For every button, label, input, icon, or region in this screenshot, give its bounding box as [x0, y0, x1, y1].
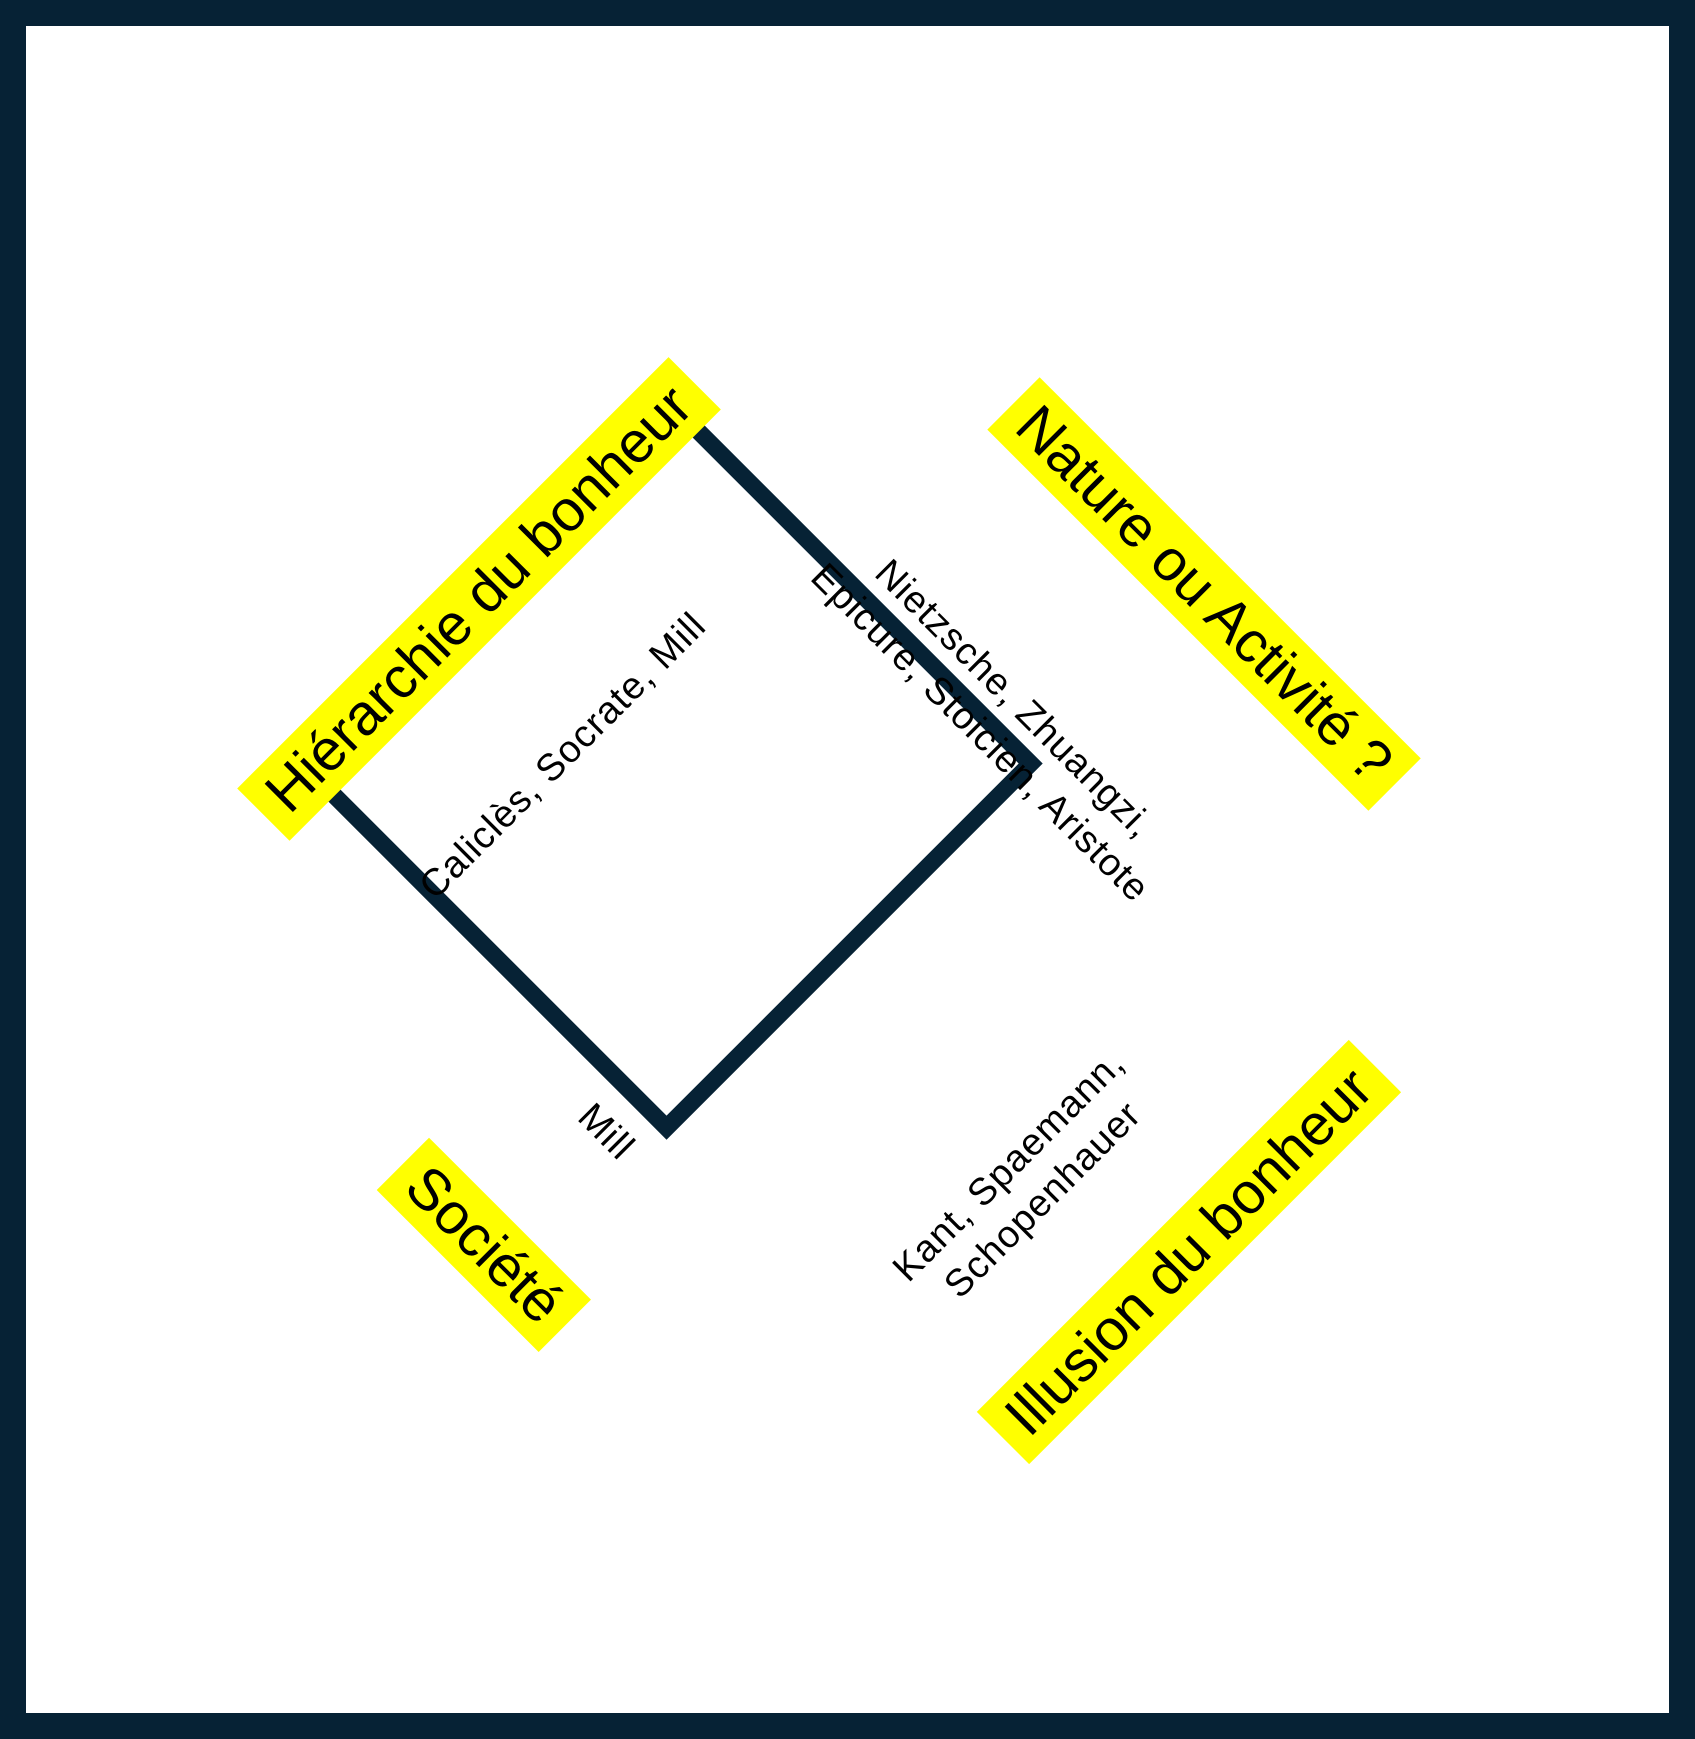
banner-societe: Société [376, 1137, 592, 1353]
central-diamond [283, 380, 1043, 1140]
